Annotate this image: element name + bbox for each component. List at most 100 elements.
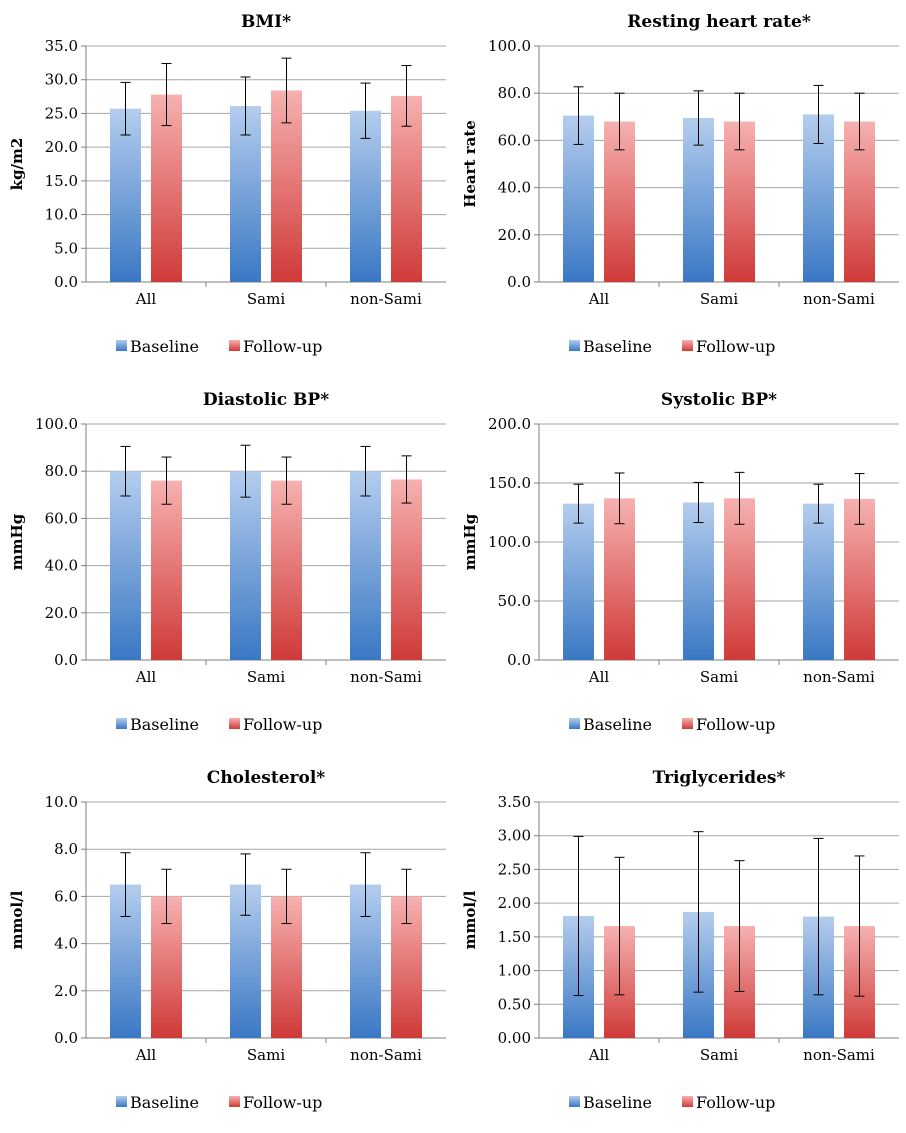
chart-panel-diastolic-bp: Diastolic BP* mmHg 0.0 20.0 40.0 60.0 80.0 100.…: [0, 378, 453, 756]
baseline-bar: [350, 471, 381, 660]
y-tick-label: 60.0: [498, 131, 531, 149]
x-tick-label: non-Sami: [350, 1046, 422, 1064]
x-tick-label: All: [135, 668, 157, 686]
x-tick-label: non-Sami: [803, 668, 875, 686]
y-tick-label: 1.50: [498, 928, 531, 946]
y-axis-label: Heart rate: [461, 120, 479, 208]
chart-panel-heart-rate: Resting heart rate* Heart rate 0.0 20.0 40.0…: [453, 0, 906, 378]
baseline-bar: [230, 471, 261, 660]
y-tick-label: 3.00: [498, 827, 531, 845]
y-tick-label: 80.0: [45, 462, 78, 480]
x-tick-label: non-Sami: [350, 290, 422, 308]
y-tick-label: 100.0: [35, 415, 78, 433]
x-tick-label: Sami: [247, 1046, 285, 1064]
y-tick-label: 20.0: [45, 604, 78, 622]
baseline-legend-swatch: [569, 718, 580, 729]
followup-legend-swatch: [229, 718, 240, 729]
baseline-legend-swatch: [116, 340, 127, 351]
chart-panel-cholesterol: Cholesterol* mmol/l 0.0 2.0 4.0 6.0 8.0 10.0 All…: [0, 756, 453, 1133]
x-tick-label: non-Sami: [350, 668, 422, 686]
y-tick-label: 25.0: [45, 104, 78, 122]
followup-bar: [604, 498, 635, 660]
chart-title: BMI*: [241, 12, 291, 32]
y-tick-label: 0.0: [54, 651, 78, 669]
followup-bar: [391, 479, 422, 660]
y-axis-label: mmHg: [8, 513, 26, 570]
y-tick-label: 100.0: [488, 533, 531, 551]
x-tick-label: All: [588, 668, 610, 686]
baseline-bar: [683, 502, 714, 660]
y-tick-label: 2.00: [498, 894, 531, 912]
baseline-legend-swatch: [116, 718, 127, 729]
followup-legend-swatch: [229, 340, 240, 351]
followup-legend-swatch: [682, 1096, 693, 1107]
chart-title: Diastolic BP*: [203, 390, 329, 410]
baseline-bar: [350, 110, 381, 282]
y-tick-label: 0.50: [498, 995, 531, 1013]
y-tick-label: 2.0: [54, 982, 78, 1000]
baseline-legend-swatch: [116, 1096, 127, 1107]
baseline-legend-swatch: [569, 1096, 580, 1107]
legend-label: Follow-up: [696, 337, 775, 356]
y-tick-label: 6.0: [54, 887, 78, 905]
y-tick-label: 0.0: [507, 273, 531, 291]
y-axis-label: mmol/l: [8, 890, 26, 949]
y-tick-label: 40.0: [45, 557, 78, 575]
chart-title: Triglycerides*: [653, 768, 786, 788]
legend-label: Follow-up: [243, 337, 322, 356]
chart-panel-triglycerides: Triglycerides* mmol/l 0.00 0.50 1.00 1.50 2.00…: [453, 756, 906, 1133]
y-tick-label: 50.0: [498, 592, 531, 610]
chart-panel-bmi: BMI* kg/m2 0.0 5.0 10.0 15.0 20.0 25.0 30.0 35.0 A…: [0, 0, 453, 378]
y-tick-label: 150.0: [488, 474, 531, 492]
x-tick-label: Sami: [700, 1046, 738, 1064]
y-tick-label: 0.00: [498, 1029, 531, 1047]
y-tick-label: 30.0: [45, 71, 78, 89]
y-tick-label: 10.0: [45, 206, 78, 224]
legend-label: Follow-up: [243, 715, 322, 734]
baseline-legend-swatch: [569, 340, 580, 351]
chart-bmi: BMI* kg/m2 0.0 5.0 10.0 15.0 20.0 25.0 30.0 35.0 A…: [8, 12, 446, 356]
chart-title: Cholesterol*: [207, 768, 325, 788]
x-tick-label: Sami: [247, 668, 285, 686]
y-tick-label: 20.0: [45, 138, 78, 156]
y-tick-label: 35.0: [45, 37, 78, 55]
x-tick-label: All: [588, 1046, 610, 1064]
y-tick-label: 80.0: [498, 84, 531, 102]
chart-systolic-bp: Systolic BP* mmHg 0.0 50.0 100.0 150.0 200.0 Al…: [461, 390, 899, 734]
x-tick-label: All: [135, 1046, 157, 1064]
y-tick-label: 4.0: [54, 935, 78, 953]
legend-label: Baseline: [130, 1093, 199, 1112]
x-tick-label: non-Sami: [803, 290, 875, 308]
legend-label: Baseline: [583, 715, 652, 734]
y-axis-label: mmol/l: [461, 890, 479, 949]
baseline-bar: [563, 503, 594, 660]
x-tick-label: non-Sami: [803, 1046, 875, 1064]
chart-cholesterol: Cholesterol* mmol/l 0.0 2.0 4.0 6.0 8.0 10.0 All…: [8, 768, 446, 1112]
x-tick-label: Sami: [700, 290, 738, 308]
y-axis-label: kg/m2: [8, 138, 26, 191]
followup-legend-swatch: [682, 340, 693, 351]
followup-legend-swatch: [229, 1096, 240, 1107]
legend-label: Follow-up: [696, 1093, 775, 1112]
y-tick-label: 10.0: [45, 793, 78, 811]
y-tick-label: 200.0: [488, 415, 531, 433]
x-tick-label: All: [588, 290, 610, 308]
y-tick-label: 40.0: [498, 179, 531, 197]
legend-label: Follow-up: [243, 1093, 322, 1112]
y-axis-label: mmHg: [461, 513, 479, 570]
y-tick-label: 0.0: [54, 273, 78, 291]
baseline-bar: [803, 503, 834, 660]
chart-heart-rate: Resting heart rate* Heart rate 0.0 20.0 40.0…: [461, 12, 899, 356]
x-tick-label: Sami: [247, 290, 285, 308]
followup-bar: [391, 95, 422, 282]
chart-title: Systolic BP*: [661, 390, 777, 410]
y-tick-label: 20.0: [498, 226, 531, 244]
y-tick-label: 1.00: [498, 962, 531, 980]
y-tick-label: 0.0: [507, 651, 531, 669]
y-tick-label: 15.0: [45, 172, 78, 190]
followup-bar: [844, 498, 875, 660]
baseline-bar: [110, 108, 141, 282]
y-tick-label: 2.50: [498, 860, 531, 878]
followup-bar: [271, 480, 302, 660]
